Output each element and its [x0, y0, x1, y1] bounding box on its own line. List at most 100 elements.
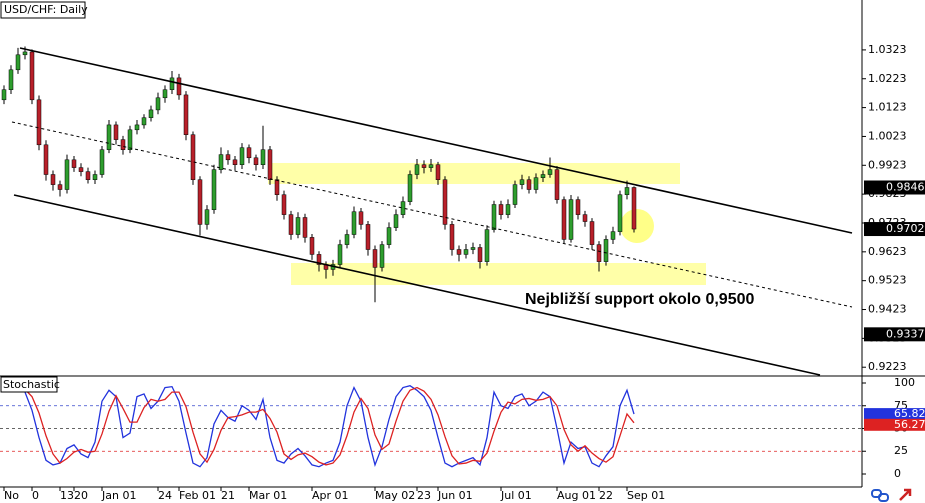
x-tick-label: 24	[158, 489, 172, 502]
price-marker-label: 0.9702	[886, 222, 925, 235]
candle-body	[470, 247, 476, 250]
candle-body	[337, 244, 343, 265]
x-tick-label: Aug 01	[557, 489, 596, 502]
candle-body	[148, 109, 154, 118]
candle-body	[232, 159, 238, 165]
candle-body	[442, 179, 448, 225]
candle-body	[512, 184, 518, 205]
x-tick-label: Jan 01	[101, 489, 136, 502]
candle-body	[176, 77, 182, 96]
candle-body	[134, 124, 140, 131]
candle-body	[365, 224, 371, 250]
candle-body	[36, 99, 42, 146]
candle-body	[589, 221, 595, 245]
support-zone	[291, 263, 706, 285]
price-marker-label: 0.9337	[886, 327, 925, 340]
x-tick-label: 23	[417, 489, 431, 502]
candle-body	[64, 159, 70, 190]
candle-body	[386, 227, 392, 245]
candle-body	[141, 117, 147, 126]
value-marker	[864, 408, 925, 421]
annotation: Nejbližší support okolo 0,9500	[525, 291, 754, 308]
y-tick-label: 1.0223	[868, 72, 907, 85]
title-box	[0, 1, 86, 19]
candle-body	[127, 129, 133, 150]
candle-body	[554, 169, 560, 200]
candle-body	[309, 237, 315, 255]
candle-body	[428, 164, 434, 168]
y-tick-label: 1.0123	[868, 101, 907, 114]
x-tick-label: Jul 01	[500, 489, 532, 502]
y-tick-label: 0.9523	[868, 274, 907, 287]
x-tick-label: No	[4, 489, 19, 502]
candle-body	[540, 174, 546, 178]
candle-body	[568, 199, 574, 240]
price-marker	[864, 222, 925, 237]
y-tick-label: 0.9623	[868, 245, 907, 258]
x-tick-label: Jun 01	[437, 489, 473, 502]
candle-body	[624, 187, 630, 195]
arrow-icon[interactable]	[899, 488, 912, 501]
candle-body	[463, 249, 469, 255]
candle-body	[43, 144, 49, 175]
candle-body	[519, 179, 525, 185]
y-tick-label: 1.0023	[868, 129, 907, 142]
highlight-circle	[620, 209, 654, 243]
candle-body	[155, 97, 161, 111]
x-tick-label: Apr 01	[312, 489, 349, 502]
candle-body	[400, 201, 406, 215]
candle-body	[253, 157, 259, 165]
candle-body	[603, 239, 609, 262]
price-marker	[864, 327, 925, 342]
x-tick-label: 21	[221, 489, 235, 502]
link-icon[interactable]	[871, 489, 889, 502]
candle-body	[162, 89, 168, 99]
value-marker-label: 56.27	[894, 418, 925, 431]
y-tick-label: 0	[894, 467, 901, 480]
candle-body	[449, 224, 455, 250]
candle-body	[547, 169, 553, 175]
candle-body	[617, 194, 623, 232]
y-tick-label: 25	[894, 444, 908, 457]
value-marker	[864, 418, 925, 431]
candle-body	[393, 214, 399, 228]
candle-body	[582, 214, 588, 222]
candle-body	[1, 89, 7, 101]
candle-body	[407, 174, 413, 202]
candle-body	[22, 51, 28, 56]
candle-body	[498, 204, 504, 215]
y-tick-label: 0.9423	[868, 303, 907, 316]
channel-lower	[13, 194, 821, 376]
candle-body	[15, 54, 21, 71]
x-tick-label: Mar 01	[249, 489, 287, 502]
candle-body	[631, 187, 637, 230]
candle-body	[414, 164, 420, 175]
channel	[11, 47, 853, 376]
candle-body	[225, 154, 231, 161]
candle-body	[78, 167, 84, 172]
candle-body	[113, 124, 119, 140]
candle-body	[57, 184, 63, 190]
candle-body	[302, 217, 308, 238]
stochastic-line	[3, 385, 635, 468]
candle-body	[50, 174, 56, 185]
x-tick-label: May 02	[375, 489, 415, 502]
value-marker-label: 65.82	[894, 407, 925, 420]
x-tick-label: 20	[74, 489, 88, 502]
candle-body	[239, 147, 245, 165]
resistance-zone	[268, 163, 680, 184]
price-marker	[864, 180, 925, 195]
candle-body	[561, 199, 567, 240]
indicator-title: Stochastic	[3, 378, 60, 391]
x-tick-label: 13	[60, 489, 74, 502]
candle-body	[183, 94, 189, 135]
candle-body	[29, 51, 35, 101]
toolbar-icons	[871, 488, 912, 502]
candle-body	[456, 249, 462, 255]
candle-body	[372, 249, 378, 268]
candle-body	[351, 211, 357, 235]
candle-body	[8, 69, 14, 90]
candle-body	[85, 171, 91, 180]
